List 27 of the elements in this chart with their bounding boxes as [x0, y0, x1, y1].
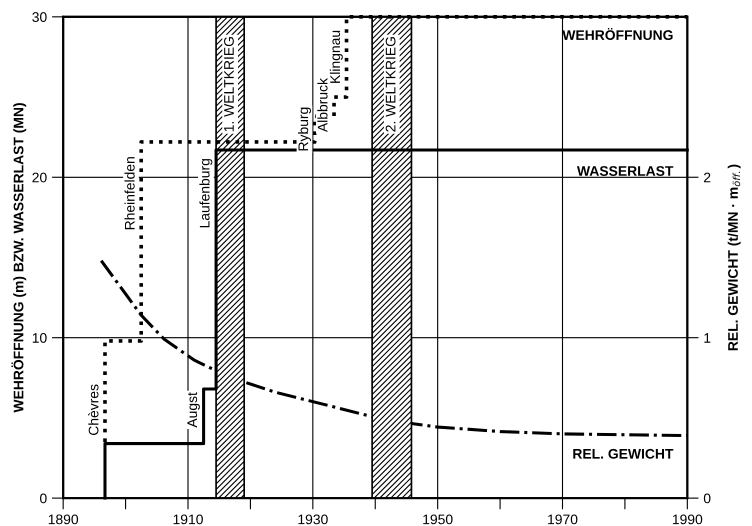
annotation: Ryburg — [298, 108, 311, 150]
y-tick-label: 30 — [32, 12, 47, 22]
x-tick-label: 1970 — [548, 514, 578, 524]
annotation: Klingnau — [330, 30, 343, 83]
y2-axis-title: REL. GEWICHT (t/MN · m$_{öff.}$) — [728, 164, 741, 350]
x-tick-label: 1950 — [423, 514, 453, 524]
x-tick-label: 1990 — [672, 514, 702, 524]
annotation: Laufenburg — [199, 159, 212, 228]
x-tick-label: 1890 — [48, 514, 78, 524]
y2-tick-label: 1 — [704, 333, 710, 343]
y-axis-title: WEHRÖFFNUNG (m) BZW. WASSERLAST (MN) — [11, 103, 26, 413]
x-tick-label: 1910 — [174, 514, 203, 524]
y2-tick-label: 0 — [704, 493, 710, 504]
y-tick-label: 10 — [32, 333, 47, 343]
annotation: Chèvres — [88, 384, 98, 436]
series-label: REL. GEWICHT — [573, 448, 674, 459]
y2-tick-label: 2 — [704, 172, 710, 182]
series-label: WASSERLAST — [576, 166, 674, 176]
annotation: Rheinfelden — [124, 157, 135, 230]
y-tick-label: 0 — [40, 493, 47, 504]
annotation: Albbruck — [317, 78, 328, 132]
x-tick-label: 1930 — [298, 514, 328, 524]
band-label: 2. WELTKRIEG — [386, 37, 396, 132]
band-label: 1. WELTKRIEG — [224, 37, 234, 132]
annotation: Augst — [187, 392, 200, 428]
y-tick-label: 20 — [32, 172, 47, 182]
series-label: WEHRÖFFNUNG — [562, 28, 673, 40]
